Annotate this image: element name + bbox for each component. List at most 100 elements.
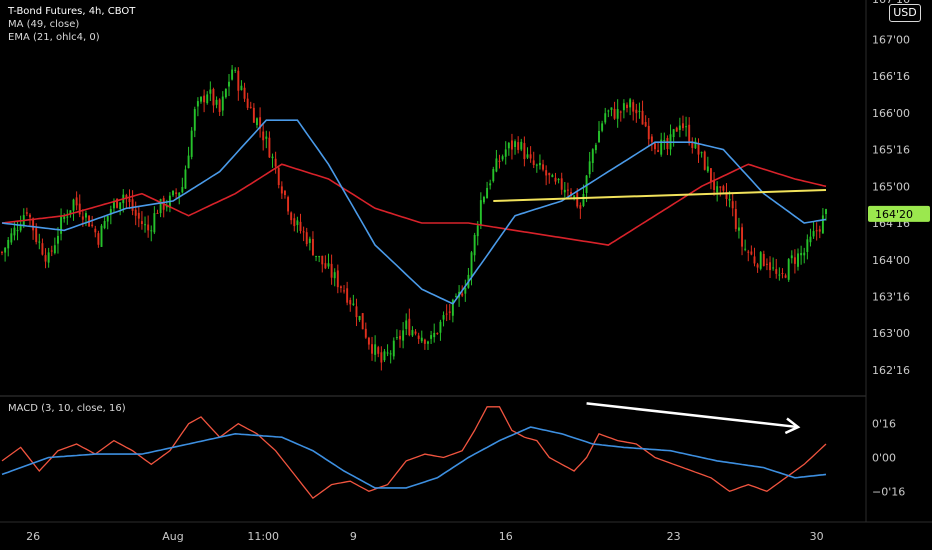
candle-bear (417, 335, 420, 339)
candle-bear (703, 151, 706, 170)
candle-bull (150, 230, 153, 232)
candle-bull (7, 239, 10, 249)
ema-legend[interactable]: EMA (21, ohlc4, 0) (8, 32, 100, 43)
candle-bear (336, 270, 339, 288)
candle-bull (787, 259, 790, 280)
candle-bull (103, 221, 106, 229)
candle-bear (545, 170, 548, 176)
candle-bull (69, 210, 72, 214)
candle-bull (296, 220, 299, 226)
time-tick-label: 30 (810, 530, 824, 543)
candle-bull (744, 248, 747, 250)
ema-21-line (1, 119, 827, 305)
candle-bear (330, 263, 333, 278)
candle-bull (622, 103, 625, 111)
candle-bear (725, 192, 728, 199)
price-tick-label: 162'16 (872, 364, 910, 377)
candle-bull (427, 341, 429, 344)
candle-bull (520, 141, 523, 150)
candle-bull (607, 110, 610, 112)
signal-line (1, 426, 827, 489)
price-tick-label: 165'00 (872, 180, 910, 193)
candle-bear (243, 87, 246, 99)
candle-bull (439, 321, 442, 333)
candle-bull (271, 156, 274, 159)
candle-bull (315, 255, 318, 257)
candle-bull (72, 199, 75, 211)
candle-bear (517, 142, 520, 150)
candle-bull (800, 253, 803, 256)
candle-bull (392, 340, 395, 357)
candle-bull (588, 161, 591, 175)
candle-bear (775, 269, 778, 274)
candle-bull (165, 205, 168, 208)
candle-bull (585, 175, 588, 193)
time-tick-label: 11:00 (247, 530, 279, 543)
candle-bear (125, 195, 128, 199)
candle-bear (709, 168, 712, 183)
candle-bear (560, 178, 563, 190)
candle-bear (414, 331, 417, 334)
candle-bull (616, 109, 619, 119)
candle-bull (178, 192, 181, 197)
candle-bull (563, 189, 566, 193)
candle-bull (812, 231, 815, 237)
candle-bear (246, 98, 249, 108)
candle-bear (35, 228, 38, 242)
candle-bear (364, 328, 367, 338)
macd-tick-label: 0'00 (872, 452, 896, 465)
candle-bear (349, 300, 352, 305)
candle-bull (504, 149, 507, 157)
ma-legend[interactable]: MA (49, close) (8, 19, 80, 30)
symbol-title[interactable]: T-Bond Futures, 4h, CBOT (8, 6, 136, 17)
macd-tick-label: 0'16 (872, 418, 896, 431)
candle-bear (408, 318, 411, 336)
divergence-arrow-head (784, 417, 801, 435)
candle-bear (542, 164, 545, 170)
candle-bear (529, 154, 532, 159)
candle-bear (280, 186, 283, 194)
last-price-label: 164'20 (875, 208, 913, 221)
candle-bear (259, 117, 262, 129)
currency-badge[interactable]: USD (889, 4, 921, 22)
macd-legend[interactable]: MACD (3, 10, close, 16) (8, 403, 126, 414)
candle-bear (346, 288, 349, 303)
candle-bear (287, 197, 290, 212)
candle-bull (759, 252, 762, 269)
candle-bear (741, 227, 744, 247)
candle-bear (32, 218, 35, 231)
candle-bear (237, 70, 240, 91)
divergence-arrow (586, 402, 799, 429)
candle-bull (638, 110, 641, 112)
price-tick-label: 167'00 (872, 33, 910, 46)
candle-bull (19, 225, 22, 231)
price-tick-label: 164'00 (872, 254, 910, 267)
candle-bull (402, 330, 405, 341)
candle-bear (753, 256, 756, 264)
candle-bull (100, 225, 103, 247)
candle-bear (377, 347, 380, 354)
candle-bear (116, 198, 119, 208)
candle-bear (361, 313, 364, 330)
candle-bull (430, 335, 433, 339)
candle-bear (305, 232, 308, 245)
support-trendline (493, 189, 827, 202)
candle-bull (57, 235, 59, 244)
candle-bull (486, 187, 489, 199)
candle-bull (483, 196, 485, 203)
candle-bear (302, 231, 305, 233)
candle-bear (579, 205, 582, 209)
candle-bear (719, 186, 722, 188)
candle-bull (106, 216, 109, 222)
candle-bear (576, 192, 579, 207)
candle-bull (215, 99, 218, 105)
candle-bull (144, 224, 146, 226)
candle-bear (371, 344, 373, 354)
candle-bull (663, 139, 666, 141)
candle-bear (97, 233, 100, 245)
candle-bull (405, 320, 408, 329)
price-tick-label: 165'16 (872, 144, 910, 157)
candle-bull (778, 274, 781, 276)
candle-bull (629, 99, 632, 108)
